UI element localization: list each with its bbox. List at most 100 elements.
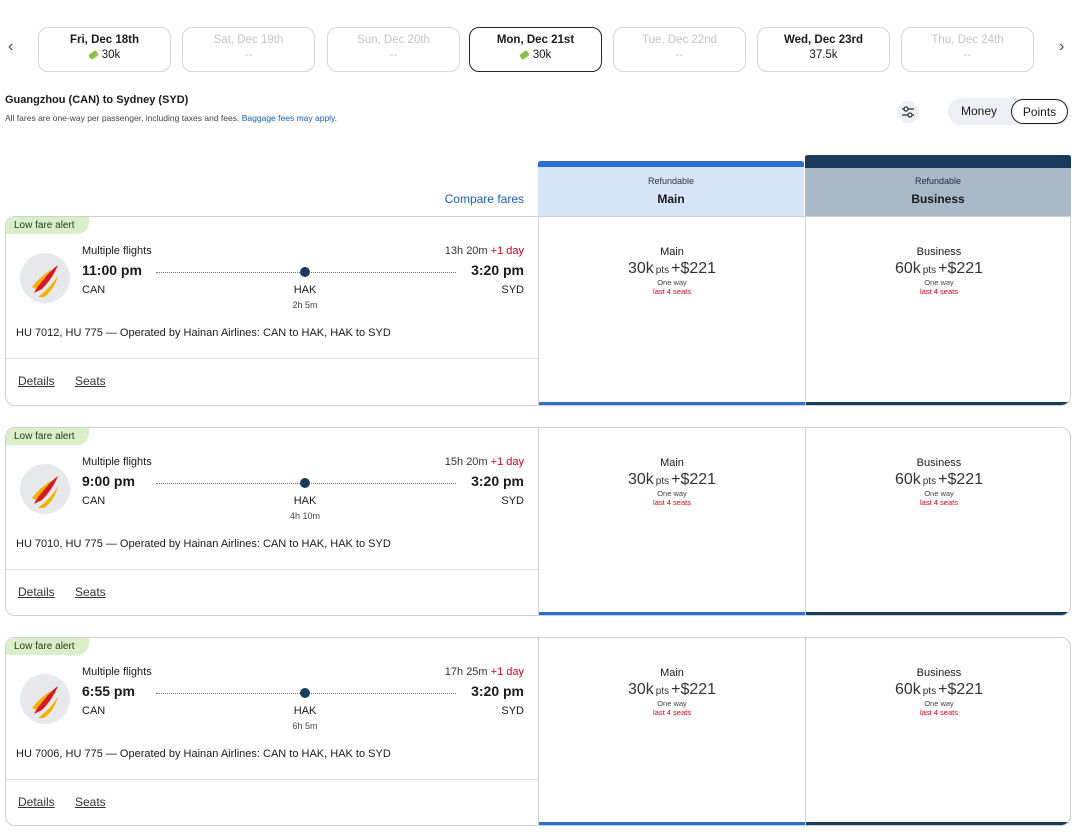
stop: HAK xyxy=(293,705,317,717)
stop-dot xyxy=(300,688,310,698)
note-text: All fares are one-way per passenger, inc… xyxy=(5,113,240,123)
fare-column[interactable]: Main 30k pts +$221 One way last 4 seats xyxy=(538,217,805,405)
date-day: Sat, Dec 19th xyxy=(213,34,284,46)
fare-unit: pts xyxy=(922,686,937,697)
fare-points: 60k xyxy=(894,681,921,698)
duration: 15h 20m +1 day xyxy=(445,456,524,468)
business-header xyxy=(805,155,1071,216)
date-day: Wed, Dec 23rd xyxy=(783,34,864,46)
fare-points: 30k xyxy=(627,681,654,698)
layover: 2h 5m xyxy=(292,300,318,310)
fare-note: All fares are one-way per passenger, inc… xyxy=(5,113,337,123)
price: -- xyxy=(389,49,398,61)
date-price: -- xyxy=(614,49,745,61)
fare-points: 60k xyxy=(894,260,921,277)
fare-column[interactable]: Business 60k pts +$221 One way last 4 seats xyxy=(805,428,1070,615)
filter-icon[interactable] xyxy=(897,101,919,123)
fare-column[interactable]: Main 30k pts +$221 One way last 4 seats xyxy=(538,428,805,615)
fare-cabin: Main xyxy=(660,457,684,469)
divider xyxy=(6,569,538,570)
fare-money: +$221 xyxy=(938,260,984,277)
fare-money: +$221 xyxy=(938,681,984,698)
plus-day: +1 day xyxy=(490,245,524,257)
flight-card: Low fare alert Multiple flights 13h 20m +1… xyxy=(5,216,1071,406)
date-card[interactable]: Thu, Dec 24th -- xyxy=(901,27,1034,72)
destination: SYD xyxy=(501,705,524,717)
operated-by: HU 7010, HU 775 — Operated by Hainan Air… xyxy=(16,538,391,550)
date-card[interactable]: Sun, Dec 20th -- xyxy=(327,27,460,72)
main-header xyxy=(538,161,804,216)
fare-way: One way xyxy=(924,699,954,708)
date-card[interactable]: Fri, Dec 18th 30k xyxy=(38,27,171,72)
next-arrow[interactable]: › xyxy=(1059,38,1065,55)
seats-link[interactable]: Seats xyxy=(75,374,106,388)
date-price: 30k xyxy=(39,49,170,61)
stop: HAK xyxy=(293,284,317,296)
fare-points: 60k xyxy=(894,471,921,488)
plus-day: +1 day xyxy=(490,666,524,678)
airline-logo xyxy=(20,464,70,519)
layover: 6h 5m xyxy=(292,721,318,731)
arrive-time: 3:20 pm xyxy=(465,262,524,278)
seats-link[interactable]: Seats xyxy=(75,795,106,809)
fare-way: One way xyxy=(924,278,954,287)
date-day: Sun, Dec 20th xyxy=(357,34,430,46)
destination: SYD xyxy=(501,495,524,507)
arrive-time: 3:20 pm xyxy=(465,683,524,699)
fare-way: One way xyxy=(924,489,954,498)
fare-column[interactable]: Business 60k pts +$221 One way last 4 seats xyxy=(805,217,1070,405)
duration: 17h 25m +1 day xyxy=(445,666,524,678)
operated-by: HU 7012, HU 775 — Operated by Hainan Air… xyxy=(16,327,391,339)
date-day: Thu, Dec 24th xyxy=(931,34,1004,46)
route-title: Guangzhou (CAN) to Sydney (SYD) xyxy=(5,94,189,106)
points-option[interactable]: Points xyxy=(1011,99,1068,124)
fare-money: +$221 xyxy=(938,471,984,488)
deal-tag xyxy=(518,49,530,61)
low-fare-badge: Low fare alert xyxy=(6,428,89,445)
fare-cabin: Business xyxy=(916,457,962,469)
date-card[interactable]: Mon, Dec 21st 30k xyxy=(469,27,602,72)
date-card[interactable]: Tue, Dec 22nd -- xyxy=(613,27,746,72)
date-card[interactable]: Wed, Dec 23rd 37.5k xyxy=(757,27,890,72)
fare-way: One way xyxy=(657,489,687,498)
compare-fares[interactable]: Compare fares xyxy=(444,192,524,206)
date-day: Mon, Dec 21st xyxy=(496,34,575,46)
duration-text: 17h 25m xyxy=(444,666,488,678)
fare-cabin: Main xyxy=(660,246,684,258)
fare-price: 60k pts +$221 xyxy=(806,681,1070,699)
date-price: -- xyxy=(328,49,459,61)
fare-column[interactable]: Business 60k pts +$221 One way last 4 seats xyxy=(805,638,1070,825)
layover: 4h 10m xyxy=(289,511,321,521)
date-card[interactable]: Sat, Dec 19th -- xyxy=(182,27,315,72)
duration: 13h 20m +1 day xyxy=(445,245,524,257)
details-link[interactable]: Details xyxy=(18,374,55,388)
seats-link[interactable]: Seats xyxy=(75,585,106,599)
fare-cabin: Business xyxy=(916,667,962,679)
fare-bar xyxy=(806,612,1070,615)
fare-money: +$221 xyxy=(671,471,717,488)
price: 30k xyxy=(532,49,552,61)
deal-tag xyxy=(87,49,99,61)
flight-type: Multiple flights xyxy=(82,245,152,257)
low-fare-badge: Low fare alert xyxy=(6,217,89,234)
seats-left: last 4 seats xyxy=(653,708,691,717)
fare-column[interactable]: Main 30k pts +$221 One way last 4 seats xyxy=(538,638,805,825)
date-price: -- xyxy=(902,49,1033,61)
arrive-time: 3:20 pm xyxy=(465,473,524,489)
column-label: Refundable xyxy=(914,176,962,186)
details-link[interactable]: Details xyxy=(18,585,55,599)
operated-by: HU 7006, HU 775 — Operated by Hainan Air… xyxy=(16,748,391,760)
depart-time: 6:55 pm xyxy=(82,683,141,699)
baggage-link[interactable]: Baggage fees may apply. xyxy=(241,113,338,123)
details-link[interactable]: Details xyxy=(18,795,55,809)
stop: HAK xyxy=(293,495,317,507)
price: -- xyxy=(675,49,684,61)
depart-time: 9:00 pm xyxy=(82,473,141,489)
fare-bar xyxy=(539,402,805,405)
prev-arrow[interactable]: ‹ xyxy=(8,38,14,55)
seats-left: last 4 seats xyxy=(920,498,958,507)
fare-price: 60k pts +$221 xyxy=(806,260,1070,278)
fare-unit: pts xyxy=(655,686,670,697)
money-option[interactable]: Money xyxy=(960,104,998,118)
fare-cabin: Business xyxy=(916,246,962,258)
